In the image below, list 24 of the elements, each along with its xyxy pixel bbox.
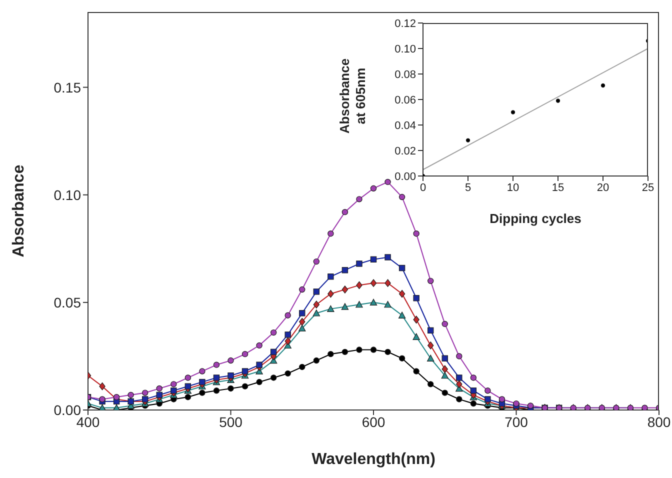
x-tick-label: 10 — [506, 182, 520, 194]
y-tick-label: 0.12 — [394, 18, 416, 30]
y-tick-label: 0.00 — [394, 170, 416, 183]
x-tick-label: 800 — [647, 414, 671, 430]
x-axis-title: Dipping cycles — [490, 211, 582, 226]
x-tick-label: 500 — [219, 414, 243, 430]
y-tick-label: 0.10 — [54, 186, 82, 203]
y-axis-title: Absorbance at 605nm — [337, 57, 369, 136]
y-tick-label: 0.08 — [394, 68, 416, 81]
x-tick-label: 700 — [504, 414, 528, 430]
x-tick-label: 25 — [642, 182, 654, 194]
x-tick-label: 0 — [420, 182, 426, 194]
x-tick-label: 20 — [596, 182, 610, 194]
y-tick-label: 0.15 — [54, 79, 82, 96]
y-tick-label: 0.05 — [54, 294, 82, 310]
x-tick-label: 600 — [362, 414, 386, 430]
y-axis-title: Absorbance — [10, 164, 28, 258]
y-tick-label: 0.04 — [394, 120, 416, 132]
y-tick-label: 0.02 — [394, 145, 416, 158]
x-tick-label: 15 — [552, 182, 564, 194]
y-tick-label: 0.06 — [394, 94, 416, 106]
x-axis-title: Wavelength(nm) — [312, 451, 436, 468]
y-tick-label: 0.10 — [394, 43, 416, 56]
x-tick-label: 5 — [464, 182, 472, 194]
